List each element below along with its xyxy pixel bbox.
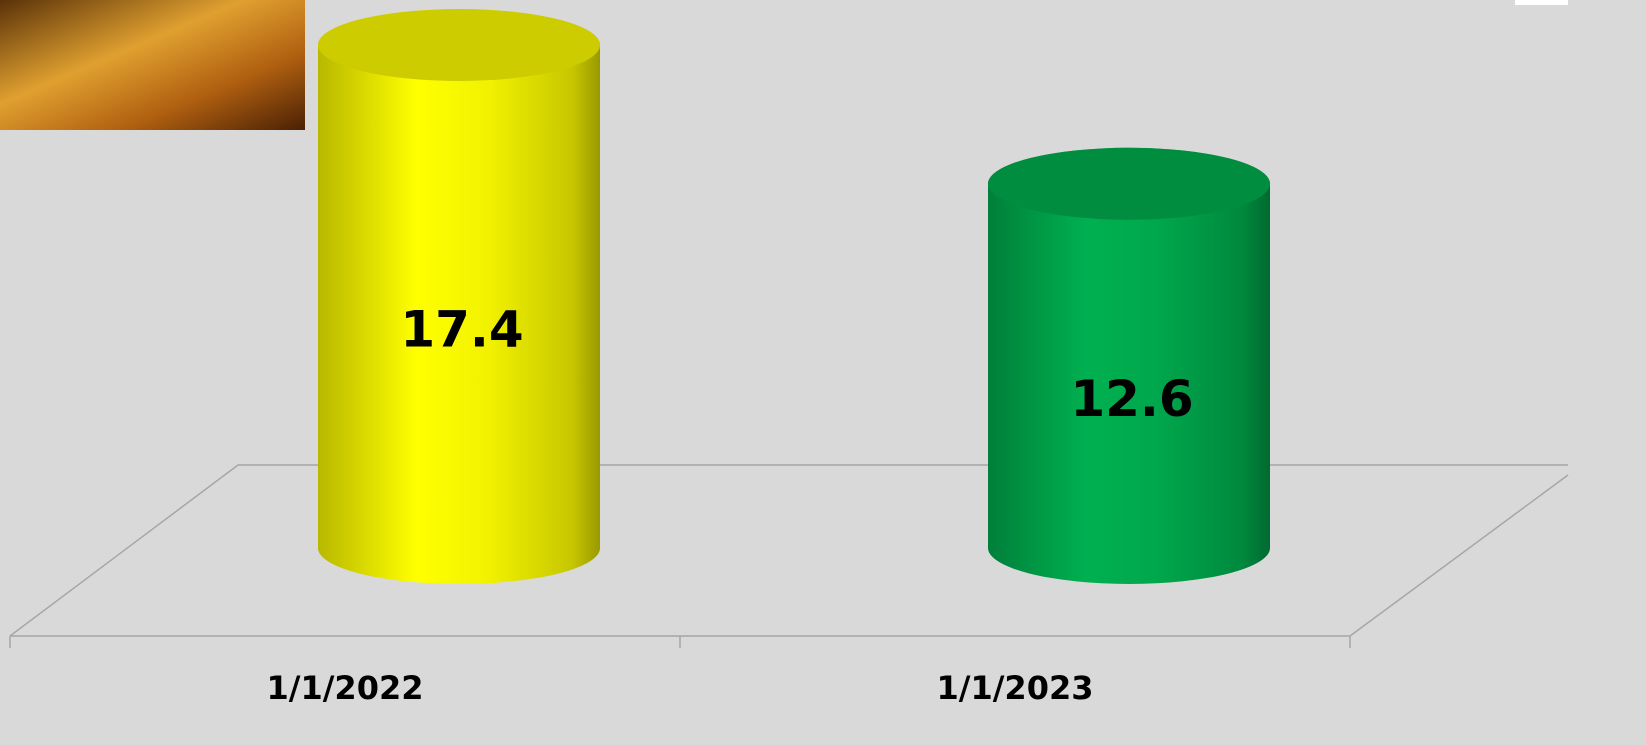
value-label: 17.4 bbox=[400, 301, 523, 359]
cylinder-top bbox=[318, 9, 600, 81]
cylinder-top bbox=[988, 147, 1270, 220]
gold-image bbox=[0, 0, 305, 130]
x-tick-label: 1/1/2023 bbox=[937, 669, 1094, 707]
cylinder-body bbox=[988, 147, 1270, 584]
x-tick-label: 1/1/2022 bbox=[267, 669, 424, 707]
corner-box bbox=[1515, 0, 1568, 5]
value-label: 12.6 bbox=[1070, 370, 1193, 428]
cylinder-body bbox=[318, 9, 600, 584]
